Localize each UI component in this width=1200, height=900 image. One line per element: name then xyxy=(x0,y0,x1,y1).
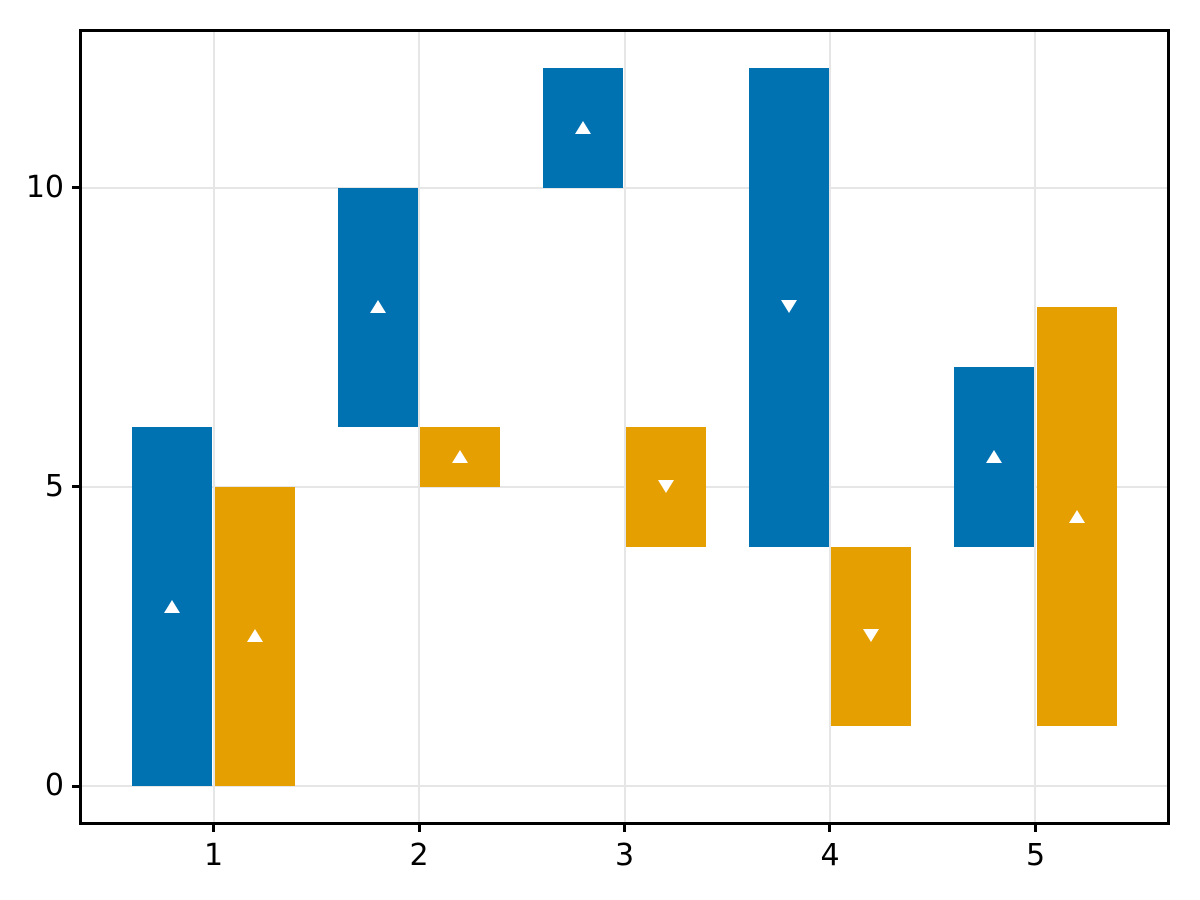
y-tick-label: 5 xyxy=(44,468,64,504)
x-tick-label: 3 xyxy=(614,838,635,873)
x-gridline xyxy=(418,32,420,822)
triangle-down-marker xyxy=(780,300,797,314)
triangle-up-marker xyxy=(575,120,592,134)
triangle-up-marker xyxy=(246,629,263,643)
y-tick xyxy=(72,485,81,489)
x-tick xyxy=(828,823,832,832)
triangle-down-marker xyxy=(863,629,880,643)
x-tick-label: 1 xyxy=(203,838,224,873)
y-tick-label: 10 xyxy=(25,169,64,205)
triangle-up-marker xyxy=(1068,509,1085,523)
triangle-down-marker xyxy=(657,479,674,493)
x-tick xyxy=(623,823,626,832)
x-tick xyxy=(212,823,215,832)
x-gridline xyxy=(212,32,215,822)
x-gridline xyxy=(1034,32,1037,822)
x-gridline xyxy=(828,32,831,822)
x-gridline xyxy=(623,32,626,822)
x-tick xyxy=(1033,823,1037,832)
triangle-up-marker xyxy=(452,449,469,463)
x-tick xyxy=(417,823,421,832)
y-tick-label: 0 xyxy=(44,768,64,804)
plot-area xyxy=(79,29,1170,825)
triangle-up-marker xyxy=(164,599,181,613)
x-tick-label: 2 xyxy=(409,838,429,873)
y-tick xyxy=(72,784,81,788)
x-tick-label: 4 xyxy=(820,838,840,873)
triangle-up-marker xyxy=(369,300,386,314)
x-tick-label: 5 xyxy=(1025,838,1046,873)
y-tick xyxy=(72,186,81,190)
triangle-up-marker xyxy=(986,449,1003,463)
